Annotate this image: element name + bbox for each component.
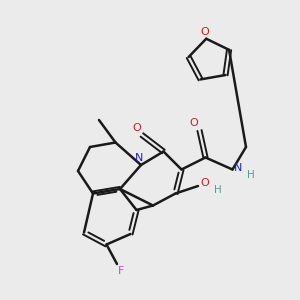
Text: N: N <box>135 153 144 164</box>
Text: O: O <box>132 123 141 134</box>
Text: N: N <box>234 163 242 173</box>
Text: O: O <box>189 118 198 128</box>
Text: O: O <box>200 178 209 188</box>
Text: H: H <box>214 184 221 195</box>
Text: H: H <box>247 170 254 181</box>
Text: F: F <box>117 266 124 277</box>
Text: O: O <box>200 27 209 37</box>
